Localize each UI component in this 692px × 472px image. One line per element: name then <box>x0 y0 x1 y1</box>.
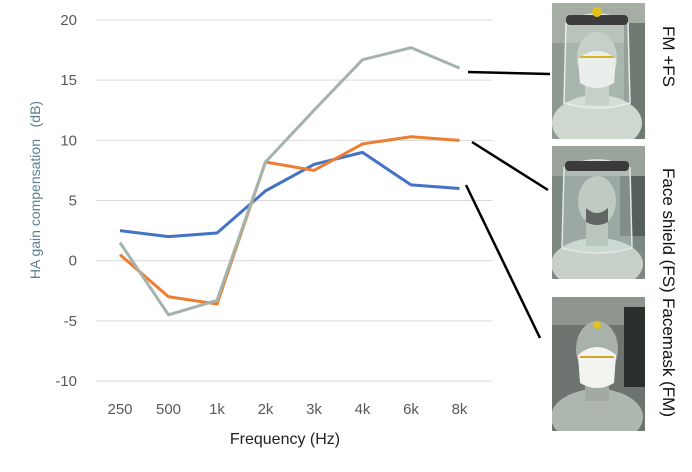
y-tick-label: 15 <box>60 72 77 89</box>
manikin-facemask-faceshield-photo <box>552 3 645 139</box>
y-tick-label: 10 <box>60 132 77 149</box>
label-connectors <box>464 70 551 339</box>
manikin-faceshield-photo <box>552 146 645 279</box>
y-tick-label: -5 <box>64 313 77 330</box>
photo-fs <box>552 146 645 279</box>
x-tick-label: 2k <box>258 401 274 418</box>
photo-label-fm-fs: FM +FS <box>659 26 678 87</box>
photo-label-fm: Facemask (FM) <box>659 298 678 417</box>
x-tick-label: 250 <box>107 401 132 418</box>
y-tick-labels: 20 15 10 5 0 -5 -10 <box>55 12 77 390</box>
x-tick-label: 1k <box>209 401 225 418</box>
y-tick-label: 5 <box>69 193 77 210</box>
x-tick-label: 500 <box>156 401 181 418</box>
y-tick-label: 20 <box>60 12 77 29</box>
x-tick-label: 4k <box>355 401 371 418</box>
series-line-2 <box>118 46 461 317</box>
x-tick-label: 8k <box>452 401 468 418</box>
photo-fm <box>552 297 645 431</box>
y-tick-label: 0 <box>69 253 77 270</box>
photo-fm-fs <box>552 3 645 139</box>
grid <box>96 19 492 382</box>
series-line-0 <box>119 150 460 239</box>
manikin-facemask-photo <box>552 297 645 431</box>
x-tick-label: 3k <box>306 401 322 418</box>
x-tick-label: 6k <box>403 401 419 418</box>
x-axis-title: Frequency (Hz) <box>230 431 340 448</box>
series-line-1 <box>119 135 460 306</box>
photo-label-fs: Face shield (FS) <box>659 168 678 293</box>
x-tick-labels: 250 500 1k 2k 3k 4k 6k 8k <box>107 401 467 418</box>
connector-fs <box>471 140 549 192</box>
connector-fm-fs <box>467 70 551 76</box>
y-tick-label: -10 <box>55 373 77 390</box>
series-lines <box>118 46 461 317</box>
y-axis-title: HA gain compensation (dB) <box>27 101 43 279</box>
connector-fm <box>464 184 542 339</box>
